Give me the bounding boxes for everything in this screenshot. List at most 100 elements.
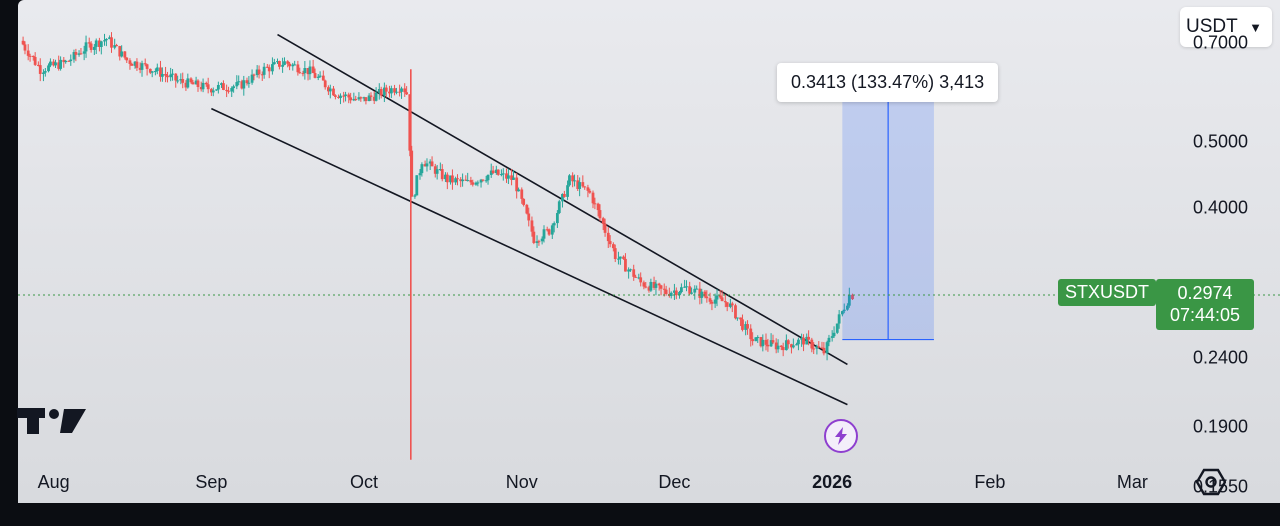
candle-body bbox=[496, 169, 500, 175]
candle-body bbox=[62, 59, 66, 63]
candle-body bbox=[359, 97, 363, 99]
candle-body bbox=[84, 42, 88, 52]
price-chart[interactable] bbox=[18, 0, 1280, 503]
candle-body bbox=[608, 241, 612, 245]
currency-select[interactable]: USDT ▼ bbox=[1180, 7, 1272, 47]
candle-body bbox=[461, 179, 464, 182]
candle-body bbox=[342, 95, 346, 97]
candle-body bbox=[720, 297, 724, 302]
candle-body bbox=[240, 81, 244, 89]
candle-body bbox=[835, 323, 839, 333]
price-tick-label: 0.7000 bbox=[1192, 32, 1248, 53]
candle-body bbox=[581, 182, 585, 187]
candle-body bbox=[105, 39, 108, 41]
candle-body bbox=[822, 347, 826, 354]
time-tick-label: Nov bbox=[505, 472, 538, 492]
candle-body bbox=[428, 161, 432, 164]
candle-body bbox=[113, 45, 117, 48]
candle-body bbox=[573, 180, 576, 182]
candle-body bbox=[568, 175, 571, 186]
measure-tool[interactable] bbox=[842, 88, 934, 341]
bar-countdown: 07:44:05 bbox=[1169, 305, 1241, 325]
candle-body bbox=[42, 72, 45, 74]
candle-body bbox=[617, 258, 620, 260]
candle-body bbox=[769, 340, 773, 347]
candle-body bbox=[464, 179, 468, 181]
candle-body bbox=[591, 192, 595, 204]
candle-body bbox=[326, 87, 330, 92]
candle-body bbox=[659, 285, 663, 289]
candle-body bbox=[837, 314, 841, 324]
candle-body bbox=[321, 75, 325, 81]
price-tick-label: 0.1900 bbox=[1192, 416, 1248, 437]
candle-body bbox=[227, 90, 230, 92]
candle-body bbox=[108, 37, 111, 40]
lightning-icon[interactable] bbox=[824, 419, 858, 453]
candle-body bbox=[846, 305, 849, 310]
candle-body bbox=[440, 169, 444, 180]
candle-body bbox=[160, 73, 164, 77]
candle-body bbox=[293, 64, 297, 66]
candle-body bbox=[851, 294, 854, 300]
candle-body bbox=[135, 61, 139, 68]
candle-body bbox=[685, 286, 688, 288]
candle-body bbox=[557, 201, 561, 214]
candle-body bbox=[703, 291, 707, 297]
candle-body bbox=[199, 87, 203, 90]
candle-body bbox=[562, 193, 566, 197]
candle-body bbox=[654, 283, 658, 288]
candle-body bbox=[155, 67, 159, 72]
candle-body bbox=[242, 80, 246, 89]
candle-body bbox=[23, 44, 27, 51]
candle-body bbox=[832, 332, 836, 337]
candle-body bbox=[230, 88, 234, 92]
candle-body bbox=[802, 337, 805, 345]
candle-body bbox=[433, 166, 437, 174]
candle-body bbox=[505, 173, 508, 179]
candle-body bbox=[657, 283, 661, 286]
candle-body bbox=[786, 340, 790, 345]
candle-body bbox=[232, 86, 236, 89]
candle-body bbox=[730, 303, 734, 306]
candle-body bbox=[542, 229, 546, 239]
candle-body bbox=[389, 88, 393, 94]
candle-body bbox=[588, 190, 592, 193]
candle-body bbox=[206, 84, 210, 90]
candle-body bbox=[38, 65, 42, 74]
candle-body bbox=[842, 309, 846, 312]
candle-body bbox=[153, 71, 157, 73]
candle-body bbox=[639, 277, 643, 283]
candle-body bbox=[64, 60, 68, 63]
candle-body bbox=[148, 68, 152, 73]
candle-body bbox=[145, 64, 149, 69]
chart-area[interactable] bbox=[18, 0, 1280, 503]
candles bbox=[21, 32, 854, 460]
time-tick-label: Dec bbox=[658, 472, 691, 492]
candle-body bbox=[797, 339, 800, 345]
candle-body bbox=[150, 71, 154, 73]
candle-body bbox=[74, 52, 78, 55]
candle-body bbox=[761, 339, 765, 347]
candle-body bbox=[673, 290, 676, 293]
candle-body bbox=[306, 68, 310, 75]
candle-body bbox=[517, 189, 520, 192]
current-price: 0.2974 bbox=[1177, 283, 1233, 303]
time-tick-label: Aug bbox=[37, 472, 70, 492]
candle-body bbox=[332, 88, 335, 96]
candle-body bbox=[576, 180, 580, 189]
candle-body bbox=[283, 61, 286, 65]
candle-body bbox=[515, 177, 519, 192]
candle-body bbox=[286, 61, 290, 64]
candle-body bbox=[143, 63, 147, 65]
candle-body bbox=[583, 186, 587, 188]
candle-body bbox=[606, 232, 610, 242]
candle-body bbox=[313, 73, 317, 78]
candle-body bbox=[459, 179, 463, 182]
candle-body bbox=[31, 55, 35, 57]
candle-body bbox=[52, 61, 56, 66]
settings-icon[interactable] bbox=[1195, 468, 1227, 501]
candle-body bbox=[303, 68, 307, 74]
candle-body bbox=[708, 298, 712, 302]
candle-body bbox=[501, 173, 505, 175]
candle-body bbox=[698, 288, 702, 298]
